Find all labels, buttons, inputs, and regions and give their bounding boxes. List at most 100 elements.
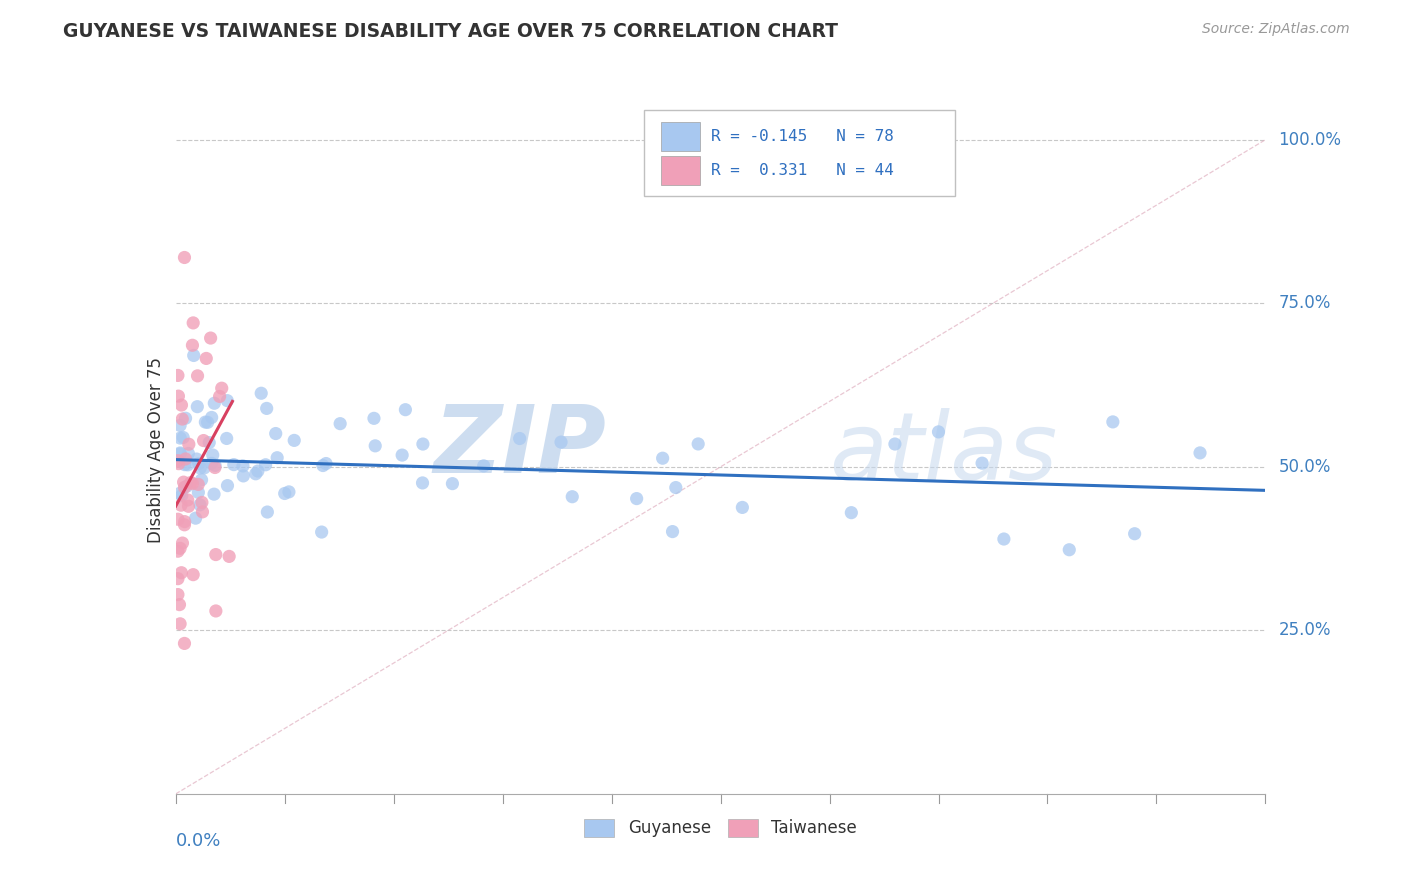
Point <box>167 588 190 602</box>
Text: Source: ZipAtlas.com: Source: ZipAtlas.com <box>1202 22 1350 37</box>
Point <box>169 486 191 500</box>
Point <box>204 458 226 473</box>
Point <box>201 410 224 425</box>
Point <box>187 485 209 500</box>
Point <box>193 434 215 448</box>
Point <box>250 386 273 401</box>
Text: R = -0.145   N = 78: R = -0.145 N = 78 <box>711 129 894 145</box>
Point <box>173 251 195 265</box>
Point <box>191 505 214 519</box>
Point <box>170 498 193 512</box>
Point <box>218 549 240 564</box>
Point <box>167 457 190 471</box>
Text: 50.0%: 50.0% <box>1278 458 1331 475</box>
Text: atlas: atlas <box>830 409 1057 500</box>
Point <box>364 439 387 453</box>
Point <box>841 506 863 520</box>
Point <box>197 415 219 429</box>
Point <box>180 475 202 490</box>
Point <box>200 331 222 345</box>
Point <box>661 524 683 539</box>
Point <box>173 515 195 529</box>
Point <box>311 524 333 539</box>
Point <box>928 425 950 439</box>
Point <box>173 458 195 472</box>
Point <box>215 432 238 446</box>
Point <box>232 458 254 473</box>
Point <box>256 505 278 519</box>
Text: ZIP: ZIP <box>433 401 606 493</box>
Point <box>204 548 226 562</box>
Point <box>169 541 191 556</box>
Point <box>1057 542 1080 557</box>
Point <box>201 456 224 470</box>
Point <box>174 452 197 467</box>
FancyBboxPatch shape <box>661 156 700 185</box>
Point <box>283 434 305 448</box>
Point <box>181 338 204 352</box>
Point <box>170 566 193 580</box>
Point <box>195 351 218 366</box>
Point <box>172 536 194 550</box>
Point <box>266 450 288 465</box>
Text: 0.0%: 0.0% <box>176 831 221 850</box>
Point <box>273 486 295 500</box>
Point <box>202 487 225 501</box>
Point <box>177 446 200 460</box>
Point <box>256 401 278 416</box>
Point <box>169 446 191 460</box>
Point <box>391 448 413 462</box>
Point <box>201 448 224 462</box>
Point <box>993 532 1015 546</box>
Point <box>167 572 190 586</box>
Text: 75.0%: 75.0% <box>1278 294 1331 312</box>
Point <box>181 567 204 582</box>
Point <box>181 316 204 330</box>
Point <box>277 484 299 499</box>
Text: 25.0%: 25.0% <box>1278 622 1331 640</box>
Point <box>188 461 211 475</box>
Point <box>264 426 287 441</box>
Point <box>509 432 531 446</box>
Point <box>186 400 208 414</box>
Point <box>194 415 217 429</box>
Point <box>177 500 200 514</box>
Point <box>173 475 195 490</box>
Point <box>665 481 688 495</box>
FancyBboxPatch shape <box>661 122 700 151</box>
Point <box>1102 415 1125 429</box>
Point <box>884 437 907 451</box>
Point <box>688 437 710 451</box>
Point <box>167 389 190 403</box>
Point <box>169 431 191 445</box>
Point <box>188 498 211 512</box>
Point <box>254 458 277 472</box>
Point <box>211 381 233 395</box>
Point <box>394 402 416 417</box>
Point <box>167 368 190 383</box>
Point <box>170 398 193 412</box>
Point <box>172 430 194 444</box>
Point <box>169 447 191 461</box>
Point <box>312 458 335 473</box>
Point <box>329 417 352 431</box>
Point <box>173 517 195 532</box>
Point <box>550 435 572 450</box>
Point <box>169 598 191 612</box>
Point <box>1123 526 1146 541</box>
Point <box>626 491 648 506</box>
Point <box>204 460 226 475</box>
Point <box>441 476 464 491</box>
Point <box>167 453 190 467</box>
Point <box>970 456 993 470</box>
Point <box>190 473 212 487</box>
Point <box>651 451 673 466</box>
Point <box>187 477 209 491</box>
Point <box>169 418 191 433</box>
Point <box>170 489 193 503</box>
Point <box>246 464 269 478</box>
Point <box>181 476 204 491</box>
Point <box>176 479 198 493</box>
Point <box>217 478 239 492</box>
Point <box>173 480 195 494</box>
